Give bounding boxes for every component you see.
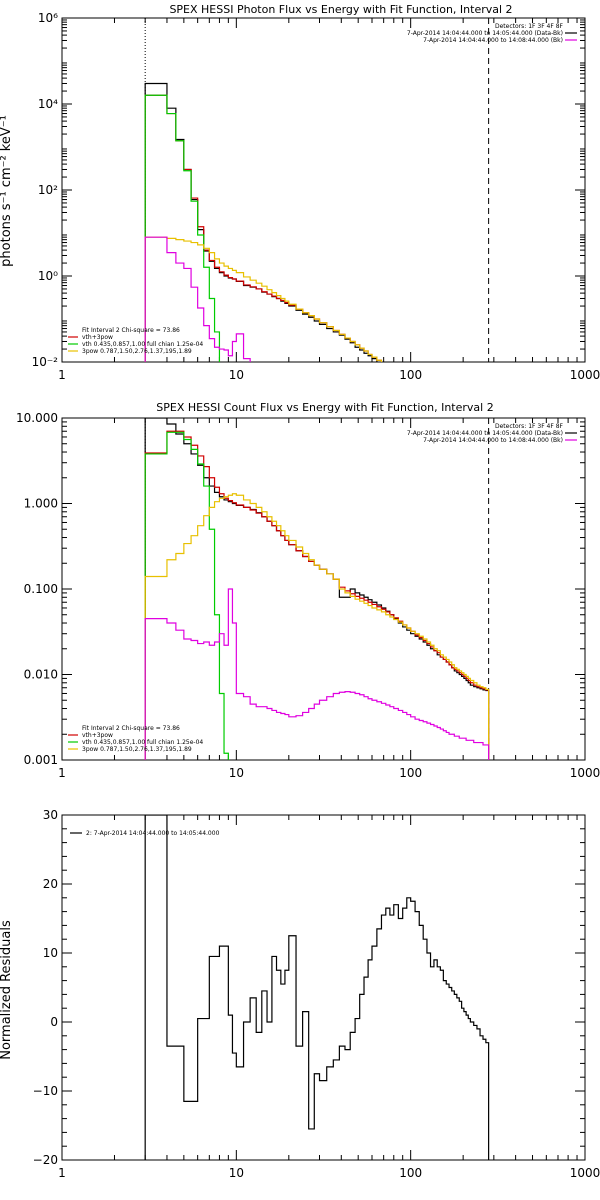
y-tick-label: 0.001 bbox=[24, 753, 58, 767]
legend-bottom-left-entry: vth 0.435,0.857,1.00 full chian 1.25e-04 bbox=[82, 739, 203, 746]
photon-flux-panel: SPEX HESSI Photon Flux vs Energy with Fi… bbox=[0, 3, 600, 382]
photon-flux-title: SPEX HESSI Photon Flux vs Energy with Fi… bbox=[169, 3, 512, 16]
y-tick-label: 10⁶ bbox=[38, 11, 58, 25]
x-tick-label: 1 bbox=[58, 1166, 66, 1180]
legend-bottom-left-entry: 3pow 0.787,1.50,2.76,1.37,195,1.89 bbox=[82, 348, 192, 355]
legend-top-right-entry: Detectors: 1F 3F 4F 8F bbox=[495, 423, 564, 430]
x-tick-label: 1000 bbox=[570, 766, 600, 780]
x-tick-label: 1000 bbox=[570, 1166, 600, 1180]
y-tick-label: 1.000 bbox=[24, 497, 58, 511]
y-tick-label: 10² bbox=[38, 183, 58, 197]
series-line-3-3pow-0-787-1-50-2-76-1-3 bbox=[144, 236, 490, 362]
legend-bottom-left-entry: vth+3pow bbox=[82, 334, 113, 341]
residuals-panel: Normalized Residuals 1 10 100 1000 −20 −10 0 10… bbox=[0, 808, 600, 1180]
x-tick-label: 1 bbox=[58, 368, 66, 382]
x-tick-label: 1 bbox=[58, 766, 66, 780]
series-line-0-2-7-apr-2014-14-04-44-00 bbox=[144, 815, 490, 1160]
legend-top-left-entry: 2: 7-Apr-2014 14:04:44.000 to 14:05:44.0… bbox=[86, 830, 220, 837]
series-line-4-7-apr-2014-14-04-44-000- bbox=[144, 588, 490, 760]
legend-top-right-entry: Detectors: 1F 3F 4F 8F bbox=[495, 23, 564, 30]
y-tick-label: 10⁴ bbox=[38, 97, 58, 111]
series-line-4-7-apr-2014-14-04-44-000- bbox=[144, 236, 490, 362]
x-tick-label: 10 bbox=[229, 368, 244, 382]
legend-bottom-left-entry: 3pow 0.787,1.50,2.76,1.37,195,1.89 bbox=[82, 746, 192, 753]
series-group bbox=[144, 418, 490, 760]
series-line-1-vth-3pow bbox=[144, 430, 490, 760]
plot-frame bbox=[61, 814, 586, 1161]
y-tick-label: 10⁰ bbox=[38, 269, 58, 283]
x-tick-label: 10 bbox=[229, 766, 244, 780]
y-tick-label: 0.100 bbox=[24, 582, 58, 596]
y-tick-label: 10.000 bbox=[16, 411, 58, 425]
series-line-2-vth-0-435-0-857-1-00-ful bbox=[144, 431, 229, 760]
x-tick-label: 1000 bbox=[570, 368, 600, 382]
legend-bottom-left-header: Fit Interval 2 Chi-square = 73.86 bbox=[82, 327, 180, 334]
legend-top-right-entry: 7-Apr-2014 14:04:44.000 to 14:08:44.000 … bbox=[423, 437, 563, 444]
y-tick-label: 10 bbox=[43, 946, 58, 960]
legend-top-right-entry: 7-Apr-2014 14:04:44.000 to 14:08:44.000 … bbox=[423, 37, 563, 44]
y-tick-label: −10 bbox=[33, 1084, 58, 1098]
count-flux-panel: SPEX HESSI Count Flux vs Energy with Fit… bbox=[16, 401, 600, 780]
legend-bottom-left-entry: vth 0.435,0.857,1.00 full chian 1.25e-04 bbox=[82, 341, 203, 348]
y-tick-label: −20 bbox=[33, 1153, 58, 1167]
series-group bbox=[144, 815, 490, 1160]
y-tick-label: 0 bbox=[50, 1015, 58, 1029]
series-line-0-7-apr-2014-14-04-44-000- bbox=[144, 418, 490, 760]
series-line-2-vth-0-435-0-857-1-00-ful bbox=[144, 94, 229, 362]
legend-bottom-left-entry: vth+3pow bbox=[82, 732, 113, 739]
y-tick-label: 20 bbox=[43, 877, 58, 891]
x-tick-label: 100 bbox=[399, 368, 422, 382]
y-tick-label: 30 bbox=[43, 808, 58, 822]
legend-top-right-entry: 7-Apr-2014 14:04:44.000 to 14:05:44.000 … bbox=[407, 430, 563, 437]
photon-flux-y-axis-label: photons s⁻¹ cm⁻² keV⁻¹ bbox=[0, 115, 14, 267]
x-tick-label: 10 bbox=[229, 1166, 244, 1180]
series-line-3-3pow-0-787-1-50-2-76-1-3 bbox=[144, 493, 490, 760]
x-tick-label: 100 bbox=[399, 1166, 422, 1180]
y-tick-label: 10⁻² bbox=[32, 355, 59, 369]
count-flux-title: SPEX HESSI Count Flux vs Energy with Fit… bbox=[156, 401, 493, 414]
series-group bbox=[144, 82, 490, 362]
y-tick-label: 0.010 bbox=[24, 668, 58, 682]
legend-top-right-entry: 7-Apr-2014 14:04:44.000 to 14:05:44.000 … bbox=[407, 30, 563, 37]
residuals-y-axis-label: Normalized Residuals bbox=[0, 920, 14, 1060]
legend-bottom-left-header: Fit Interval 2 Chi-square = 73.86 bbox=[82, 725, 180, 732]
x-tick-label: 100 bbox=[399, 766, 422, 780]
